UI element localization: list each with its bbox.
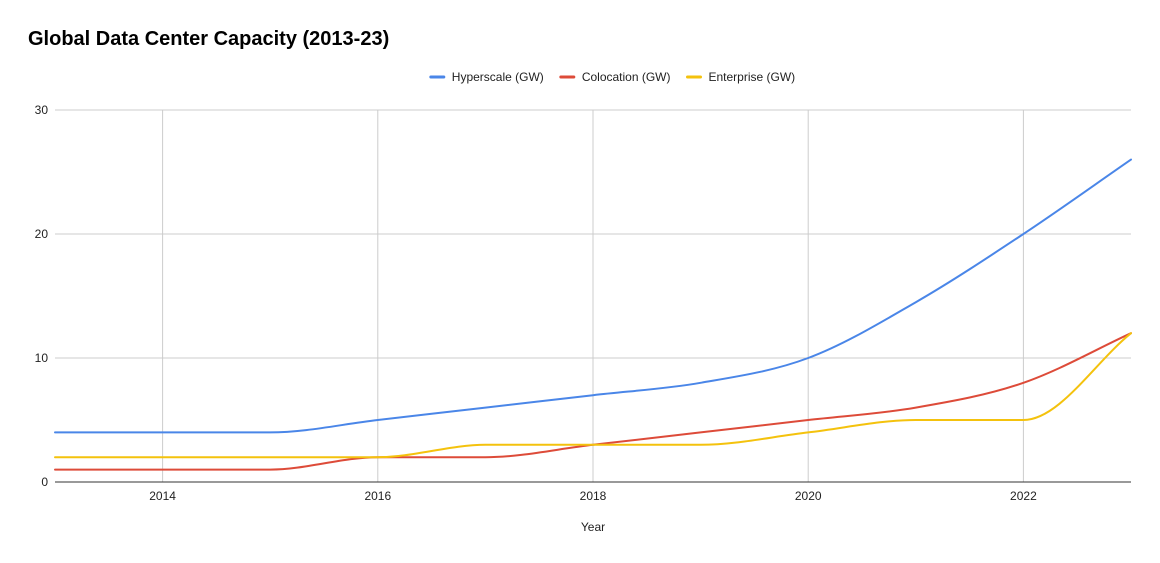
- y-tick-label: 20: [35, 227, 49, 241]
- grid-layer: [55, 109, 1131, 482]
- x-tick-label: 2020: [795, 489, 822, 503]
- x-tick-label: 2022: [1010, 489, 1037, 503]
- y-tick-label: 0: [41, 475, 48, 489]
- chart-title: Global Data Center Capacity (2013-23): [28, 28, 390, 50]
- legend-label: Enterprise (GW): [709, 70, 796, 84]
- x-tick-label: 2018: [580, 489, 607, 503]
- x-tick-label: 2014: [149, 489, 176, 503]
- series-line-enterprise-gw: [54, 332, 1132, 459]
- series-line-hyperscale-gw: [54, 158, 1132, 434]
- x-axis-title: Year: [581, 520, 605, 534]
- legend-label: Colocation (GW): [582, 70, 671, 84]
- legend-label: Hyperscale (GW): [452, 70, 544, 84]
- axis-layer: 0 10 20 30 2014 2016 2018 2020 2022 Year: [35, 103, 1131, 534]
- series-layer: [54, 158, 1132, 471]
- legend: Hyperscale (GW) Colocation (GW) Enterprise…: [429, 70, 796, 84]
- y-tick-label: 30: [35, 103, 49, 117]
- x-tick-label: 2016: [364, 489, 391, 503]
- y-tick-label: 10: [35, 351, 49, 365]
